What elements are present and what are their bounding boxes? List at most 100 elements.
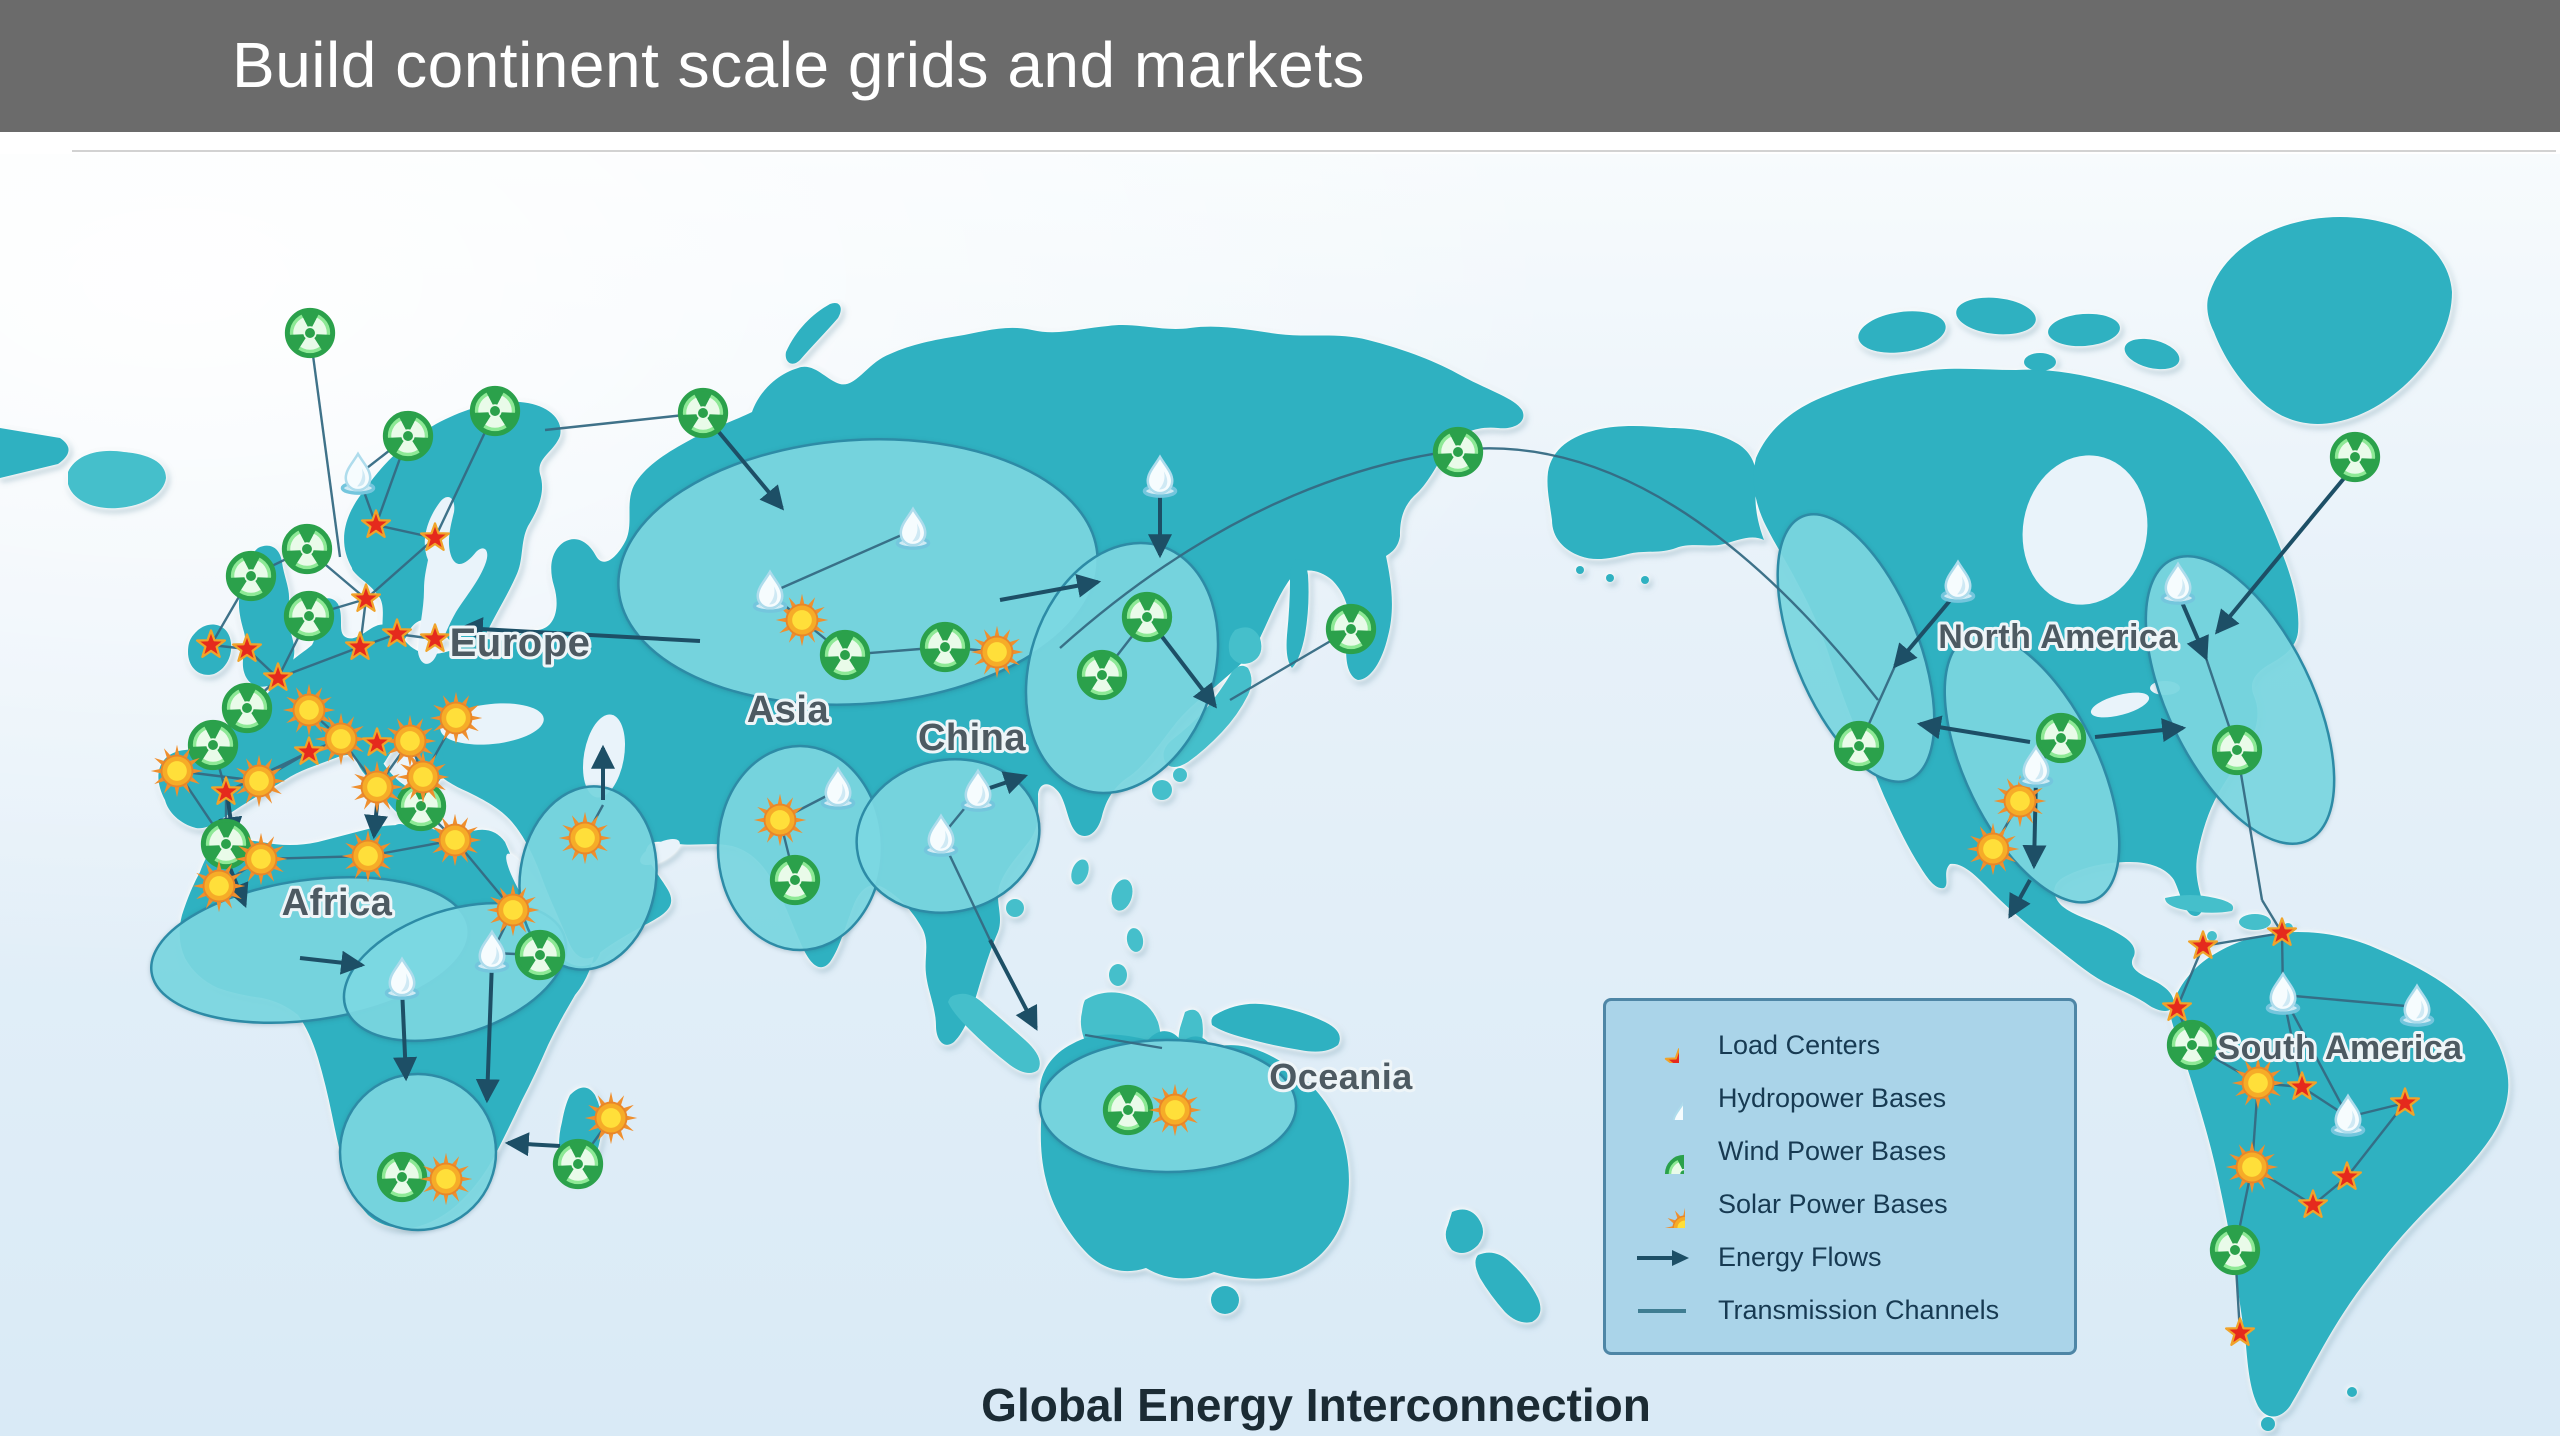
landmass-alaska [1547,426,1764,560]
landmass-hainan [1006,899,1024,917]
landmass-aleutians [1576,566,1584,574]
landmass-falklands [2347,1387,2357,1397]
region-label: Oceania [1269,1056,1413,1097]
wind-icon [1836,723,1882,768]
energy-flow-arrow [988,939,1038,1031]
wind-icon [1105,1087,1151,1132]
legend-item: Transmission Channels [1606,1284,2074,1337]
legend-icon-cell [1606,1078,1718,1120]
landmass-shikoku [1173,768,1187,782]
transmission-channel-line [308,332,342,558]
transmission-channel-line [769,528,914,595]
legend-label: Transmission Channels [1718,1295,2000,1325]
region-label: South America [2217,1029,2463,1067]
hydro-icon [1641,1078,1683,1120]
transmission-channel-line [2282,993,2418,1009]
energy-flow-arrow [2214,463,2357,635]
legend-item: Load Centers [1606,1019,2074,1072]
landmass-novaya-zemlya [785,302,841,364]
legend-icon-cell [1606,1130,1718,1174]
legend-icon-cell [1606,1182,1718,1228]
wind-icon [1124,594,1170,639]
landmass-tierra-del-fuego [2261,1417,2275,1431]
transmission-channel-line [544,411,704,432]
wind-icon [190,722,236,767]
wind-icon [822,632,868,677]
landmass-new-guinea [1211,1003,1340,1052]
world-map: Europe Asia China Africa Oceania North Americ… [0,154,2560,1436]
landmass-tasmania [1211,1286,1239,1314]
load-icon [1645,1029,1679,1063]
transmission-channel-icon [1638,1308,1686,1313]
map-caption: Global Energy Interconnection [981,1379,1651,1431]
landmass-arctic-island [1956,297,2036,335]
legend-icon-cell [1606,1029,1718,1063]
legend-item: Solar Power Bases [1606,1178,2074,1231]
energy-flow-arrow [2094,718,2187,743]
solar-icon [1639,1182,1685,1228]
legend-rows: Load Centers Hydropower Bases Wind Power B… [1606,1019,2074,1337]
landmass-philippines [1109,964,1127,986]
energy-flow-arrow [475,960,500,1104]
landmass-arctic-island [1858,311,1946,353]
legend-item: Hydropower Bases [1606,1072,2074,1125]
landmass-arctic-island [2024,353,2056,371]
landmass-kyushu [1152,780,1172,800]
legend-icon-cell [1606,1306,1718,1316]
energy-flow-arrow [504,1132,561,1157]
legend-label: Load Centers [1718,1030,1881,1060]
energy-flow-arrow [393,987,418,1082]
wind-icon [680,390,726,435]
region-label: Europe [450,621,591,665]
energy-flow-arrow [299,950,366,975]
landmass-taiwan [1071,859,1089,885]
wind-icon [1328,606,1374,651]
wind-icon [228,553,274,598]
page-title: Build continent scale grids and markets [232,29,1365,101]
wind-icon [922,624,968,669]
landmass-hokkaido [1228,627,1262,664]
wind-icon [2169,1022,2215,1067]
wind-icon [379,1154,425,1199]
transmission-channel-line [2235,749,2264,901]
wind-icon [1079,652,1125,697]
landmass-philippines [1126,928,1144,952]
landmass-arctic-island [2048,313,2120,347]
energy-flow-arrow [999,573,1102,602]
wind-icon [555,1141,601,1186]
landmass-nz-north [1445,1209,1483,1254]
legend-label: Hydropower Bases [1718,1083,1947,1113]
legend-label: Wind Power Bases [1718,1136,1947,1166]
landmass-cuba [2165,895,2234,913]
landmass-sumatra [948,993,1040,1074]
base-region-south-africa [338,1072,498,1232]
landmass-aleutians [1641,576,1649,584]
landmass-jamaica [2207,931,2217,941]
landmass-philippines [1111,879,1133,911]
wind-icon [286,593,332,638]
wind-icon [517,932,563,977]
transmission-channel-line [2175,945,2205,1009]
map-labels: Europe Asia China Africa Oceania North Americ… [279,615,2466,1100]
landmass-sakhalin [1286,559,1309,668]
transmission-channel-line [2202,931,2283,948]
wind-icon [385,413,431,458]
legend-item: Wind Power Bases [1606,1125,2074,1178]
energy-flow-arrow [1916,715,2031,744]
landmass-nz-south [1475,1252,1541,1323]
landmass-hispaniola [2239,914,2271,930]
region-label: Asia [747,689,830,731]
sea-hudson-bay [2022,455,2148,605]
wind-icon [772,857,818,902]
transmission-channel-line [2346,1102,2406,1178]
wind-icon [1435,429,1481,474]
wind-icon [224,685,270,730]
legend-icon-cell [1606,1247,1718,1269]
transmission-channel-line [2281,994,2350,1118]
energy-flow-arrow [1892,589,1960,669]
landmass-arctic-island [2124,338,2180,370]
transmission-channel-line [365,537,436,600]
energy-flow-arrow [458,617,701,643]
wind-icon [287,310,333,355]
